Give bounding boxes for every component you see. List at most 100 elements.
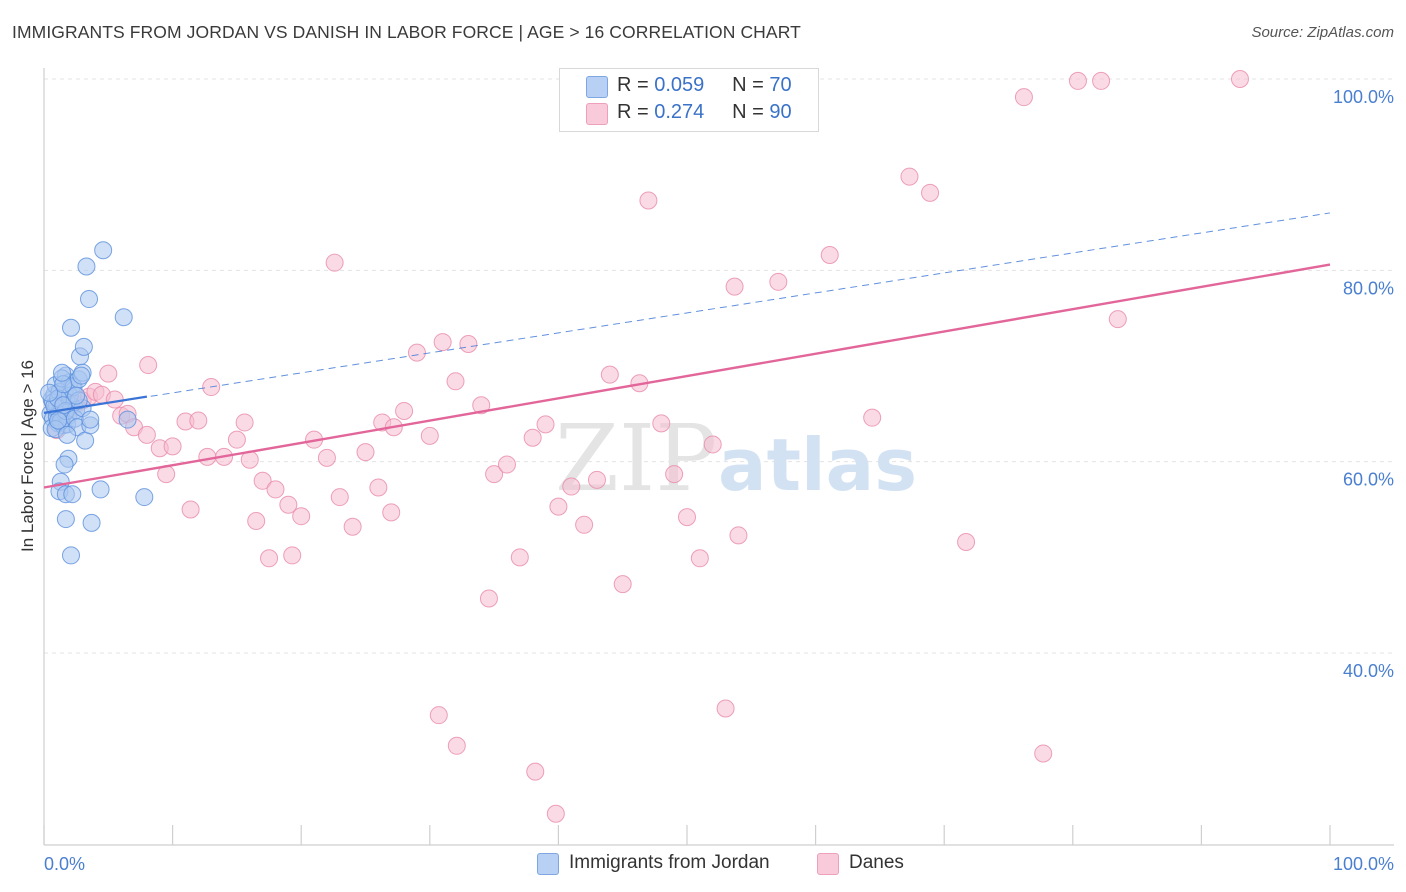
danes-point <box>769 272 788 291</box>
jordan-point <box>49 411 68 430</box>
danes-point <box>600 365 619 384</box>
jordan-point <box>56 510 75 529</box>
danes-point <box>325 253 344 272</box>
danes-point <box>639 191 658 210</box>
danes-point <box>546 804 565 823</box>
danes-point <box>279 495 298 514</box>
danes-trendline <box>43 263 1331 489</box>
x-tick-label-max: 100.0% <box>1333 854 1394 874</box>
jordan-point <box>81 410 100 429</box>
legend-r-label: R = <box>617 101 649 123</box>
jordan-trendline <box>43 395 148 414</box>
legend-r-label: R = <box>617 74 649 96</box>
danes-point <box>652 414 671 433</box>
danes-point <box>510 548 529 567</box>
danes-point <box>343 517 362 536</box>
danes-point <box>562 477 581 496</box>
jordan-point <box>135 488 154 507</box>
danes-point <box>575 515 594 534</box>
jordan-point <box>76 431 95 450</box>
legend-n-value-danes: 90 <box>769 101 792 123</box>
danes-point <box>703 435 722 454</box>
correlation-legend: R = 0.059 N = 70 R = 0.274 N = 90 <box>559 68 819 132</box>
danes-point <box>587 470 606 489</box>
danes-point <box>247 511 266 530</box>
watermark-zip: ZIP <box>555 405 717 512</box>
danes-point <box>283 546 302 565</box>
x-tick-label-min: 0.0% <box>44 854 85 874</box>
danes-point <box>1068 71 1087 90</box>
danes-point <box>485 465 504 484</box>
danes-point <box>395 401 414 420</box>
chart-title: IMMIGRANTS FROM JORDAN VS DANISH IN LABO… <box>12 22 801 42</box>
jordan-point <box>91 480 110 499</box>
danes-point <box>497 455 516 474</box>
jordan-point <box>74 337 93 356</box>
danes-point <box>139 356 158 375</box>
y-tick-labels: 40.0% 60.0% 80.0% 100.0% <box>1333 87 1394 681</box>
danes-point <box>1034 744 1053 763</box>
source-label: Source: ZipAtlas.com <box>1251 24 1394 41</box>
danes-point <box>260 549 279 568</box>
danes-point <box>479 589 498 608</box>
jordan-trendline-extended <box>43 212 1331 414</box>
danes-point <box>1108 310 1127 329</box>
danes-point <box>429 706 448 725</box>
danes-point <box>690 549 709 568</box>
jordan-point <box>53 363 72 382</box>
danes-point <box>613 575 632 594</box>
danes-point <box>536 415 555 434</box>
danes-point <box>549 497 568 516</box>
jordan-point <box>40 383 59 402</box>
trendlines <box>43 212 1331 489</box>
danes-point <box>369 478 388 497</box>
legend-n-value-jordan: 70 <box>769 74 792 96</box>
jordan-point <box>55 455 74 474</box>
danes-point <box>235 413 254 432</box>
danes-point <box>420 426 439 445</box>
jordan-point <box>58 425 77 444</box>
danes-point <box>105 390 124 409</box>
danes-point <box>957 533 976 552</box>
y-tick-label-60: 60.0% <box>1343 470 1394 490</box>
danes-point <box>678 508 696 527</box>
danes-point <box>181 500 200 519</box>
jordan-point <box>94 241 113 260</box>
y-tick-label-100: 100.0% <box>1333 87 1394 107</box>
danes-point <box>900 167 919 186</box>
jordan-point <box>62 546 81 565</box>
gridlines <box>44 78 1394 654</box>
jordan-point <box>77 257 96 276</box>
danes-point <box>729 526 748 545</box>
danes-point <box>163 437 182 456</box>
danes-point <box>1092 71 1111 90</box>
danes-point <box>227 430 246 449</box>
danes-point <box>137 425 156 444</box>
danes-point <box>382 503 401 522</box>
watermark: ZIP atlas <box>555 405 917 512</box>
danes-point <box>189 411 208 430</box>
jordan-point <box>114 308 133 327</box>
danes-point <box>1230 70 1249 88</box>
danes-point <box>356 443 375 462</box>
y-tick-label-40: 40.0% <box>1343 661 1394 681</box>
jordan-point <box>118 410 137 429</box>
danes-point <box>716 699 735 718</box>
danes-point <box>266 480 285 499</box>
danes-point <box>317 448 336 467</box>
danes-point <box>330 488 349 507</box>
danes-point <box>1014 88 1033 107</box>
danes-point <box>433 333 452 352</box>
danes-point <box>921 183 940 202</box>
danes-point <box>292 507 311 526</box>
y-axis-label: In Labor Force | Age > 16 <box>18 360 37 552</box>
danes-point <box>665 465 684 484</box>
legend-swatch-jordan <box>586 76 608 98</box>
bottom-legend-swatch-danes <box>817 853 839 875</box>
bottom-legend-swatch-jordan <box>537 853 559 875</box>
jordan-point <box>72 366 91 385</box>
legend-r-value-jordan: 0.059 <box>654 74 705 96</box>
jordan-point <box>82 513 101 532</box>
watermark-atlas: atlas <box>718 423 917 507</box>
